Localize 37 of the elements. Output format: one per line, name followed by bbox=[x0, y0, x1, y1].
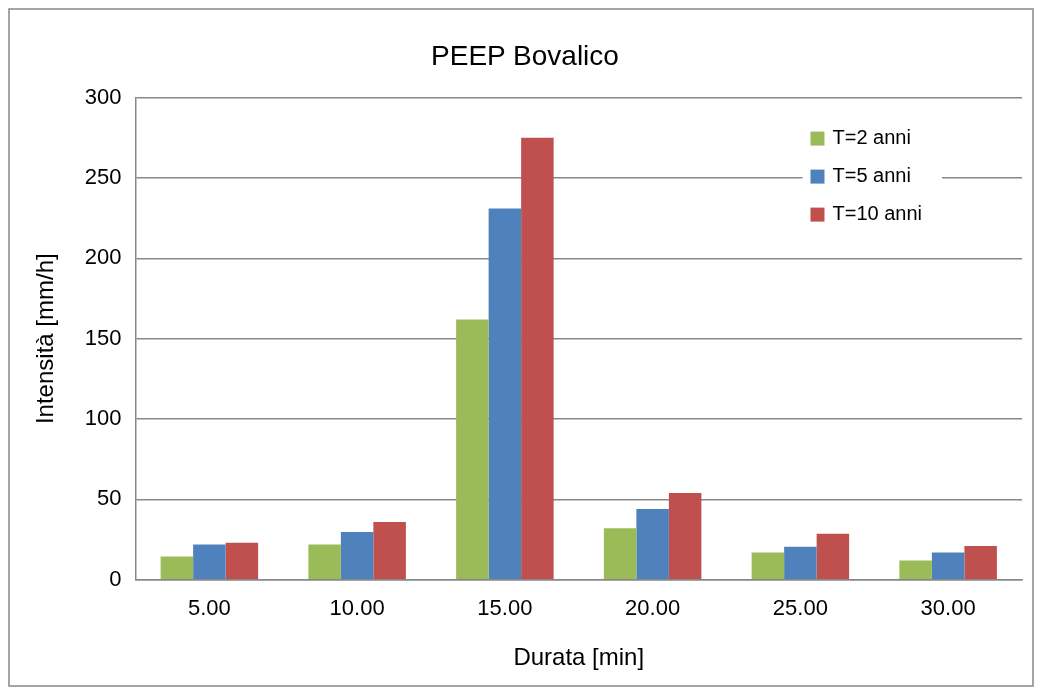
y-tick-label: 0 bbox=[109, 565, 122, 591]
bar bbox=[160, 556, 194, 580]
bar bbox=[636, 509, 669, 580]
chart-title: PEEP Bovalico bbox=[431, 39, 619, 71]
y-tick-label: 200 bbox=[84, 244, 122, 270]
bar bbox=[603, 528, 637, 580]
legend-label: T=10 anni bbox=[832, 202, 922, 225]
bar bbox=[340, 532, 374, 580]
x-tick-label: 15.00 bbox=[477, 595, 533, 621]
bar bbox=[931, 552, 965, 580]
y-tick-label: 150 bbox=[84, 324, 122, 350]
x-tick-label: 10.00 bbox=[329, 595, 385, 621]
bar bbox=[193, 544, 226, 580]
y-tick-label: 300 bbox=[84, 83, 122, 109]
bar bbox=[488, 208, 522, 580]
x-tick-label: 5.00 bbox=[187, 595, 231, 621]
x-tick-label: 25.00 bbox=[772, 595, 828, 621]
bar bbox=[521, 137, 554, 580]
bar bbox=[308, 544, 341, 580]
x-axis-title: Durata [min] bbox=[513, 643, 645, 671]
bar bbox=[816, 533, 850, 580]
x-tick-label: 30.00 bbox=[920, 595, 976, 621]
y-axis-title: Intensità [mm/h] bbox=[31, 253, 59, 425]
bar bbox=[964, 546, 997, 580]
y-tick-label: 50 bbox=[97, 485, 122, 511]
bar bbox=[668, 493, 702, 580]
bar bbox=[225, 542, 259, 580]
bar bbox=[373, 521, 406, 580]
bar bbox=[784, 546, 817, 580]
legend-label: T=2 anni bbox=[832, 126, 911, 149]
y-tick-label: 100 bbox=[84, 405, 122, 431]
bar bbox=[751, 552, 785, 580]
x-tick-label: 20.00 bbox=[625, 595, 681, 621]
bar bbox=[899, 560, 932, 580]
bar bbox=[456, 319, 489, 580]
y-tick-label: 250 bbox=[84, 164, 122, 190]
legend-label: T=5 anni bbox=[832, 164, 911, 187]
